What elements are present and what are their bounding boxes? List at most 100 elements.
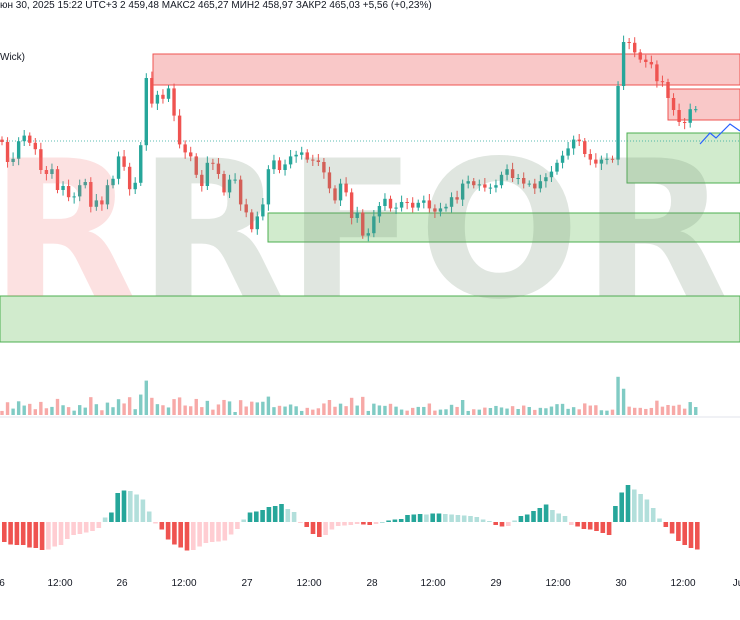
volume-bar: [255, 402, 259, 415]
volume-bar: [139, 394, 143, 415]
volume-bar: [605, 410, 609, 415]
histogram-bar: [380, 522, 385, 523]
histogram-bar: [531, 511, 536, 522]
volume-bar: [89, 397, 93, 415]
volume-bar: [244, 406, 248, 415]
volume-bar: [644, 408, 648, 415]
candle-body: [399, 202, 404, 208]
candle-body: [139, 145, 143, 183]
histogram-bar: [241, 519, 246, 522]
candle-body: [144, 78, 148, 146]
histogram-bar: [209, 522, 215, 542]
candle-body: [560, 155, 565, 163]
histogram-bar: [58, 522, 64, 545]
volume-bar: [338, 403, 343, 415]
candle-body: [621, 42, 626, 86]
volume-bar: [449, 404, 454, 415]
histogram-bar: [550, 510, 555, 522]
volume-bar: [494, 405, 498, 415]
histogram-bar: [235, 522, 240, 529]
candle-body: [605, 158, 609, 160]
candle-body: [250, 212, 254, 230]
candle-body: [483, 184, 487, 188]
candle-body: [111, 178, 115, 186]
candle-body: [227, 179, 232, 193]
volume-bar: [161, 405, 165, 415]
histogram-bar: [165, 522, 171, 540]
candle-body: [205, 162, 210, 186]
candle-body: [155, 94, 160, 104]
volume-bar: [116, 399, 121, 415]
histogram-bar: [638, 494, 643, 522]
volume-bar: [366, 410, 370, 415]
histogram-bar: [657, 518, 662, 522]
candle-body: [455, 197, 459, 200]
candle-body: [0, 139, 4, 142]
projection-line: [699, 123, 740, 145]
volume-bar: [516, 409, 520, 415]
x-axis-label: Ju: [732, 578, 740, 589]
histogram-bar: [52, 522, 57, 547]
volume-bar: [505, 408, 509, 415]
candle-body: [172, 88, 176, 116]
histogram-bar: [587, 522, 593, 530]
volume-bar: [444, 409, 448, 415]
volume-bar: [571, 407, 576, 415]
candle-body: [261, 204, 265, 217]
candle-body: [266, 169, 271, 205]
candle-body: [638, 52, 642, 60]
candle-body: [39, 149, 43, 170]
candle-body: [644, 59, 648, 62]
candle-body: [33, 142, 37, 150]
candle-body: [78, 185, 82, 197]
x-axis-label: 12:00: [545, 578, 571, 589]
candle-body: [466, 181, 470, 184]
volume-bar: [155, 404, 160, 415]
candle-body: [316, 160, 321, 162]
candle-body: [433, 208, 437, 212]
volume-bar: [455, 406, 459, 415]
volume-bar: [205, 400, 210, 415]
candle-body: [72, 196, 76, 198]
volume-bar: [177, 397, 182, 415]
volume-bar: [621, 388, 626, 415]
candle-body: [66, 186, 71, 198]
histogram-bar: [20, 522, 26, 545]
histogram-bar: [197, 522, 202, 547]
volume-bar: [122, 403, 126, 415]
histogram-bar: [506, 522, 511, 526]
volume-bar: [544, 408, 548, 415]
histogram-bar: [90, 522, 95, 531]
candle-body: [472, 181, 476, 186]
histogram-bar: [606, 522, 612, 535]
volume-bar: [283, 406, 287, 415]
histogram-bar: [191, 522, 196, 550]
volume-bar: [322, 403, 326, 415]
volume-bar: [300, 410, 304, 415]
volume-bar: [66, 407, 71, 415]
candle-body: [294, 154, 298, 157]
volume-bar: [477, 409, 481, 415]
candle-body: [372, 216, 376, 234]
histogram-bar: [203, 522, 209, 543]
candle-body: [44, 170, 49, 174]
candle-body: [183, 144, 187, 153]
volume-bar: [11, 408, 15, 415]
volume-bar: [466, 410, 470, 415]
candle-body: [416, 202, 420, 208]
histogram-bar: [323, 522, 328, 535]
x-axis-label: 26: [116, 578, 128, 589]
candle-body: [527, 183, 531, 185]
volume-bar: [233, 412, 237, 415]
candle-body: [627, 42, 631, 43]
histogram-bar: [14, 522, 20, 545]
volume-bar: [499, 407, 504, 415]
volume-bar: [671, 405, 676, 415]
candle-body: [355, 212, 359, 218]
candle-body: [394, 207, 398, 209]
histogram-bar: [317, 522, 322, 537]
candle-body: [682, 122, 687, 123]
candle-body: [438, 208, 443, 212]
candle-body: [411, 202, 415, 208]
